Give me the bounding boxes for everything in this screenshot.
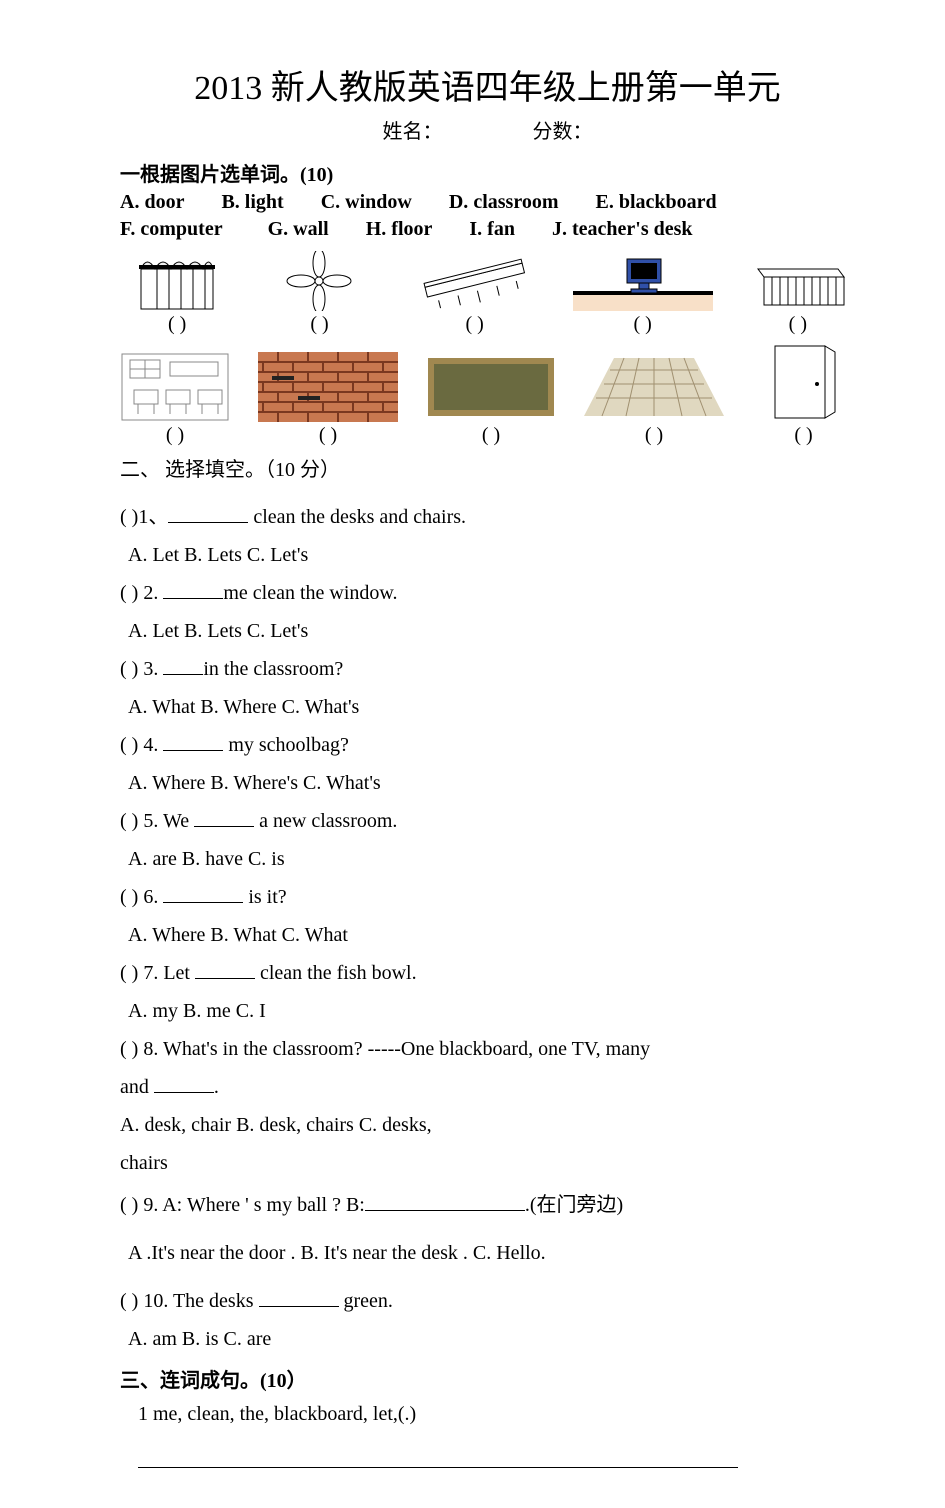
blackboard-img: ( ) xyxy=(426,352,556,447)
subtitle: 姓名： 分数： xyxy=(120,115,855,144)
classroom-img: ( ) xyxy=(120,352,230,447)
q5: ( ) 5. We a new classroom. A. are B. hav… xyxy=(120,802,855,878)
door-img: ( ) xyxy=(752,342,855,447)
q7: ( ) 7. Let clean the fish bowl. A. my B.… xyxy=(120,954,855,1030)
light-img: ( ) xyxy=(405,251,545,336)
q9: ( ) 9. A: Where ' s my ball ? B:.(在门旁边) … xyxy=(120,1186,855,1272)
subtitle-name-label: 姓名： xyxy=(383,121,443,143)
wall-img: ( ) xyxy=(258,352,398,447)
floor-img: ( ) xyxy=(584,352,724,447)
computer-img: ( ) xyxy=(573,251,713,336)
picture-row-2: ( ) xyxy=(120,342,855,447)
section2-header: 二、 选择填空。（10 分） xyxy=(120,453,855,482)
section3-q1-answer-line xyxy=(138,1443,738,1468)
q2: ( ) 2. me clean the window. A. Let B. Le… xyxy=(120,574,855,650)
section2-questions: ( )1、 clean the desks and chairs. A. Let… xyxy=(120,498,855,1358)
q1: ( )1、 clean the desks and chairs. A. Let… xyxy=(120,498,855,574)
window-img: ( ) xyxy=(120,251,234,336)
section1-options-row2: F. computer G. wall H. floor I. fan J. t… xyxy=(120,218,855,241)
q4: ( ) 4. my schoolbag? A. Where B. Where's… xyxy=(120,726,855,802)
q8: ( ) 8. What's in the classroom? -----One… xyxy=(120,1030,855,1182)
desk-img: ( ) xyxy=(741,251,855,336)
subtitle-score-label: 分数： xyxy=(533,121,593,143)
section3-header: 三、连词成句。(10） xyxy=(120,1364,855,1393)
q3: ( ) 3. in the classroom? A. What B. Wher… xyxy=(120,650,855,726)
picture-row-1: ( ) ( ) xyxy=(120,251,855,336)
page-title: 2013 新人教版英语四年级上册第一单元 xyxy=(120,60,855,109)
q10: ( ) 10. The desks green. A. am B. is C. … xyxy=(120,1282,855,1358)
q6: ( ) 6. is it? A. Where B. What C. What xyxy=(120,878,855,954)
section1-header: 一根据图片选单词。(10) xyxy=(120,158,855,187)
section1-options-row1: A. door B. light C. window D. classroom … xyxy=(120,191,855,214)
section3-q1: 1 me, clean, the, blackboard, let,(.) xyxy=(138,1395,855,1433)
fan-img: ( ) xyxy=(262,251,376,336)
